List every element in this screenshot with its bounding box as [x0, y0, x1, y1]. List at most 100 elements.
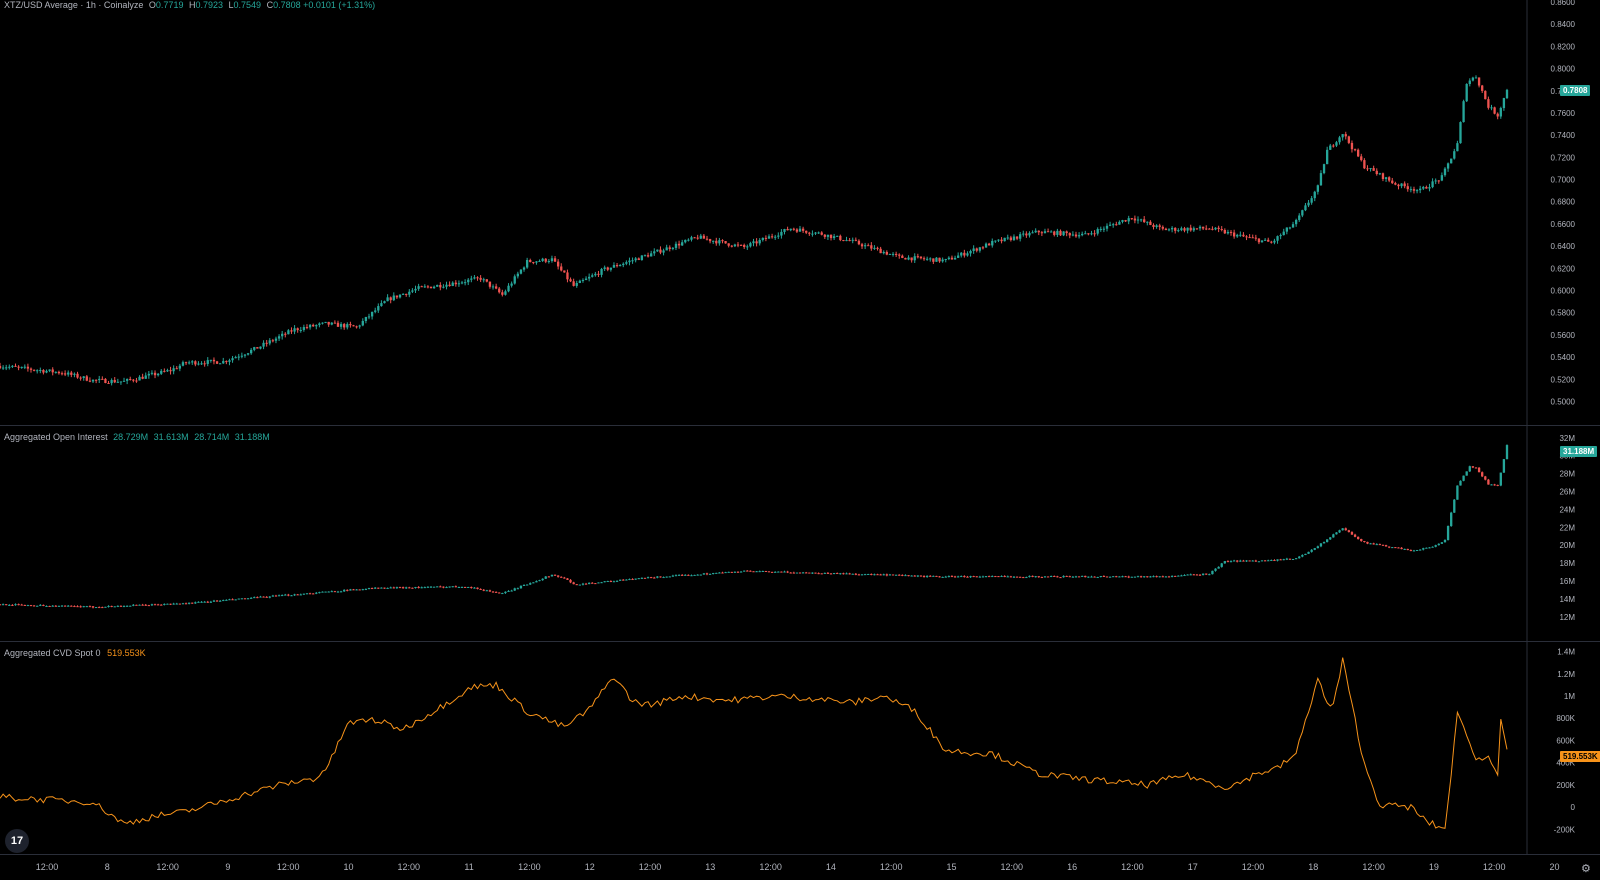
candle-body	[600, 268, 603, 275]
candle-body	[1248, 560, 1251, 562]
price-pane[interactable]: XTZ/USD Average · 1h · Coinalyze O0.7719…	[0, 0, 1600, 425]
candle-body	[104, 606, 107, 608]
candle-body	[262, 596, 265, 598]
cvd-title[interactable]: Aggregated CVD Spot 0	[4, 648, 101, 658]
candle-body	[1009, 576, 1013, 578]
candle-body	[138, 604, 141, 606]
candle-body	[848, 573, 851, 575]
cvd-pane[interactable]: Aggregated CVD Spot 0 519.553K 1.4M 1.2M 1…	[0, 642, 1600, 854]
candle-body	[194, 602, 197, 604]
candle-body	[191, 361, 194, 363]
candle-body	[1446, 163, 1450, 169]
candle-body	[544, 576, 547, 579]
candle-body	[1174, 227, 1177, 231]
open-interest-pane[interactable]: Aggregated Open Interest 28.729M 31.613M…	[0, 426, 1600, 641]
candle-body	[1012, 576, 1016, 578]
candle-body	[848, 240, 851, 242]
time-axis[interactable]: 12:00 8 12:00 9 12:00 10 12:00 11 12:00 12 12:00 13…	[0, 858, 1600, 880]
candle-body	[414, 288, 417, 291]
candle-body	[836, 573, 839, 575]
candle-body	[612, 581, 616, 583]
symbol-title[interactable]: XTZ/USD Average · 1h · Coinalyze	[4, 0, 144, 10]
candle-body	[944, 576, 947, 578]
candle-body	[1143, 219, 1146, 223]
candle-body	[364, 316, 368, 321]
candle-body	[587, 582, 591, 585]
candle-body	[104, 378, 107, 383]
candle-body	[1338, 530, 1341, 533]
candle-body	[1130, 218, 1133, 220]
candle-body	[141, 604, 144, 606]
open-interest-chart[interactable]: 32M30M28M26M24M22M20M18M16M14M12M	[0, 426, 1600, 641]
price-chart[interactable]: 0.86000.84000.82000.80000.78000.76000.74…	[0, 0, 1600, 425]
candle-body	[439, 586, 442, 588]
candle-body	[792, 572, 795, 574]
pane-divider[interactable]	[0, 425, 1600, 426]
tradingview-logo-icon[interactable]: 17	[5, 829, 29, 853]
candle-body	[581, 280, 585, 282]
candle-body	[656, 576, 659, 578]
candle-body	[690, 237, 693, 240]
candle-body	[460, 282, 464, 284]
x-tick-label: 12:00	[277, 862, 300, 872]
cvd-chart[interactable]: 1.4M 1.2M 1M 800K 600K 400K 200K 0 -200K	[0, 642, 1600, 854]
candle-body	[569, 279, 572, 282]
candle-body	[339, 324, 343, 327]
candle-body	[916, 575, 920, 577]
candle-body	[749, 570, 752, 572]
candle-body	[209, 359, 213, 361]
candle-body	[507, 590, 510, 592]
candle-body	[941, 576, 944, 578]
candle-body	[1391, 547, 1394, 549]
candle-body	[1062, 575, 1065, 578]
candle-body	[826, 572, 830, 574]
candle-body	[1487, 479, 1490, 485]
candle-body	[1505, 445, 1509, 460]
candle-body	[1378, 544, 1382, 546]
candle-body	[606, 267, 609, 270]
candle-body	[70, 372, 73, 375]
candle-body	[401, 293, 405, 295]
candle-body	[389, 297, 392, 301]
candle-body	[1167, 229, 1171, 231]
pane-divider[interactable]	[0, 641, 1600, 642]
candle-body	[398, 587, 402, 589]
candle-body	[702, 573, 706, 575]
candle-body	[1232, 560, 1236, 562]
candle-body	[191, 602, 194, 604]
candle-body	[1081, 233, 1084, 236]
oi-last-tag: 31.188M	[1560, 446, 1598, 457]
candle-body	[1406, 186, 1409, 190]
candle-body	[535, 581, 538, 583]
candle-body	[1434, 180, 1437, 182]
gear-icon[interactable]: ⚙	[1581, 863, 1591, 875]
candle-body	[817, 232, 820, 234]
candle-body	[1260, 240, 1264, 243]
candle-body	[48, 605, 51, 607]
candle-body	[206, 360, 209, 364]
candle-body	[653, 251, 656, 254]
y-tick-label: 1M	[1564, 692, 1575, 701]
candle-body	[119, 605, 123, 607]
candle-body	[172, 603, 175, 605]
candle-body	[184, 362, 188, 364]
candle-body	[184, 603, 188, 605]
candle-body	[293, 594, 296, 596]
oi-title[interactable]: Aggregated Open Interest	[4, 432, 108, 442]
candle-body	[1056, 230, 1059, 235]
candle-body	[324, 321, 327, 323]
candle-body	[448, 284, 451, 287]
candle-body	[1285, 558, 1289, 560]
candle-body	[308, 324, 312, 328]
candle-body	[299, 329, 302, 331]
candle-body	[696, 574, 699, 576]
candle-body	[758, 239, 761, 244]
candle-body	[250, 597, 253, 599]
candle-body	[445, 587, 448, 589]
candle-body	[212, 359, 216, 362]
candle-body	[1229, 561, 1233, 563]
candle-body	[1378, 173, 1382, 175]
candle-body	[504, 291, 507, 295]
candle-body	[674, 575, 678, 577]
candle-body	[215, 600, 219, 602]
